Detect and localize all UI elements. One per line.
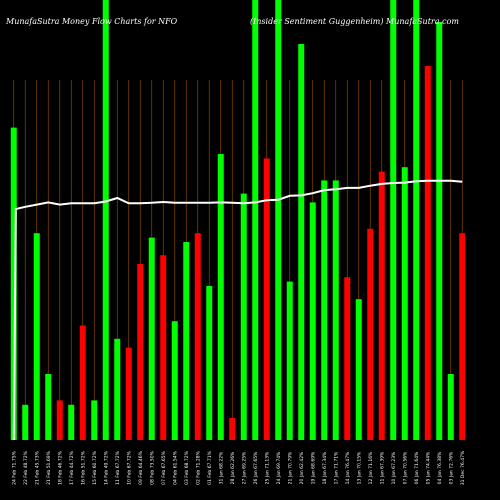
x-tick-label: 12 Jan 71.16%: [368, 451, 374, 484]
money-flow-bar: [309, 202, 316, 440]
money-flow-bar: [367, 228, 374, 440]
x-tick-label: 07 Jan 70.56%: [402, 451, 408, 484]
money-flow-bar: [263, 158, 270, 440]
money-flow-bar: [355, 299, 362, 440]
x-tick-label: 17 Feb 44.72%: [69, 450, 75, 484]
x-tick-label: 21 Feb 45.73%: [34, 450, 40, 484]
x-tick-label: 02 Feb 71.28%: [195, 450, 201, 484]
money-flow-bar: [91, 400, 98, 440]
money-flow-bar: [194, 233, 201, 440]
x-tick-label: 22 Feb 48.72%: [23, 450, 29, 484]
money-flow-bar: [298, 44, 305, 440]
sentiment-line: [12, 179, 463, 441]
money-flow-bar: [240, 193, 247, 440]
sentiment-line-layer: [12, 179, 463, 441]
money-flow-bar: [252, 0, 259, 440]
money-flow-bar: [206, 286, 213, 440]
money-flow-bar: [33, 233, 40, 440]
money-flow-bar: [217, 154, 224, 440]
x-tick-label: 03 Jan 72.76%: [448, 451, 454, 484]
money-flow-bar: [229, 418, 236, 440]
x-tick-label: 18 Feb 46.72%: [57, 450, 63, 484]
x-tick-label: 21 Feb 51.69%: [46, 450, 52, 484]
x-tick-label: 24 Feb 71.75%: [11, 450, 17, 484]
money-flow-bar: [125, 347, 132, 440]
money-flow-bar: [424, 66, 431, 440]
money-flow-bar: [10, 127, 17, 440]
money-flow-bar: [148, 237, 155, 440]
money-flow-bar: [79, 325, 86, 440]
money-flow-bar: [332, 180, 339, 440]
x-tick-label: 31 Jan 68.22%: [218, 451, 224, 484]
money-flow-bar: [160, 255, 167, 440]
x-tick-label: 26 Jan 67.65%: [253, 451, 259, 484]
x-tick-label: 25 Jan 71.13%: [264, 451, 270, 484]
x-tick-label: 11 Jan 67.39%: [379, 451, 385, 484]
x-tick-label: 06 Jan 71.64%: [414, 451, 420, 484]
x-tick-label: 18 Jan 67.34%: [322, 451, 328, 484]
x-tick-labels: 24 Feb 71.75% 22 Feb 48.72% 21 Feb 45.73% 2…: [11, 450, 466, 485]
money-flow-bar: [413, 0, 420, 440]
money-flow-bar: [22, 404, 29, 440]
money-flow-bar: [275, 0, 282, 440]
x-tick-label: 14 Feb 49.72%: [103, 450, 109, 484]
x-tick-label: 16 Feb 51.72%: [80, 450, 86, 484]
x-tick-label: 31 Dec 76.47%: [460, 450, 466, 485]
x-tick-label: 14 Jan 76.47%: [345, 451, 351, 484]
x-tick-label: 19 Jan 68.69%: [310, 451, 316, 484]
money-flow-bar: [171, 321, 178, 440]
x-tick-label: 04 Feb 61.54%: [172, 450, 178, 484]
money-flow-bar: [390, 0, 397, 440]
x-tick-label: 03 Feb 68.72%: [184, 450, 190, 484]
x-tick-label: 27 Jan 69.25%: [241, 451, 247, 484]
bars: [10, 0, 466, 440]
x-tick-label: 17 Jan 71.71%: [333, 451, 339, 484]
x-tick-label: 05 Jan 74.44%: [425, 451, 431, 484]
money-flow-bar: [378, 171, 385, 440]
x-tick-label: 11 Feb 67.72%: [115, 450, 121, 484]
money-flow-bar: [45, 374, 52, 440]
chart-title-right: (Insider Sentiment Guggenheim) MunafaSut…: [250, 17, 459, 26]
money-flow-bar: [56, 400, 63, 440]
money-flow-bar: [286, 281, 293, 440]
money-flow-bar: [183, 242, 190, 440]
x-tick-label: 15 Feb 60.72%: [92, 450, 98, 484]
money-flow-bar: [401, 167, 408, 440]
x-tick-label: 04 Jan 76.38%: [437, 451, 443, 484]
x-tick-label: 10 Jan 67.23%: [391, 451, 397, 484]
money-flow-bar: [102, 0, 109, 440]
money-flow-bar: [436, 22, 443, 440]
x-tick-label: 10 Feb 67.72%: [126, 450, 132, 484]
x-tick-label: 09 Feb 64.46%: [138, 450, 144, 484]
x-tick-label: 13 Jan 70.15%: [356, 451, 362, 484]
x-tick-label: 24 Jan 69.74%: [276, 451, 282, 484]
x-tick-label: 01 Feb 67.71%: [207, 450, 213, 484]
x-tick-label: 20 Jan 62.42%: [299, 451, 305, 484]
money-flow-bar: [137, 264, 144, 440]
x-tick-label: 21 Jan 70.79%: [287, 451, 293, 484]
money-flow-bar: [114, 338, 121, 440]
chart-title-left: MunafaSutra Money Flow Charts for NFO: [5, 17, 178, 26]
money-flow-bar: [459, 233, 466, 440]
money-flow-bar: [321, 180, 328, 440]
x-tick-label: 28 Jan 62.26%: [230, 451, 236, 484]
x-tick-label: 07 Feb 67.65%: [161, 450, 167, 484]
x-tick-label: 08 Feb 73.50%: [149, 450, 155, 484]
money-flow-bar: [68, 404, 75, 440]
money-flow-bar: [344, 277, 351, 440]
money-flow-bar: [447, 374, 454, 440]
